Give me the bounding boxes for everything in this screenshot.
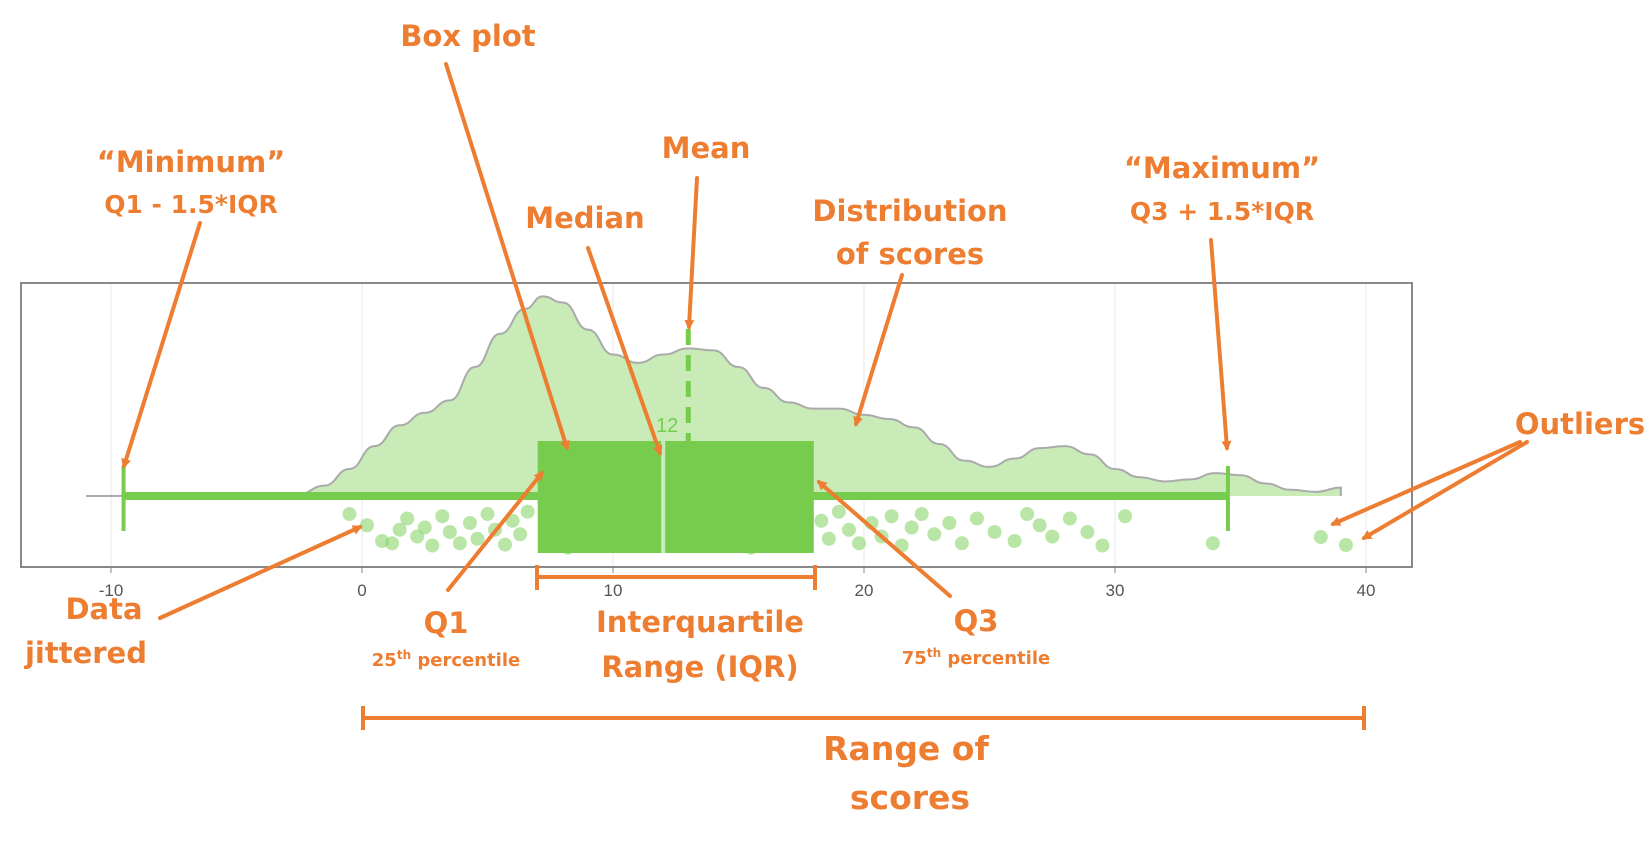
jitter-point (954, 536, 969, 551)
outlier-point (1313, 530, 1328, 544)
data-jittered-line1: Data (65, 592, 142, 626)
outliers-label: Outliers (1515, 407, 1645, 441)
jitter-point (505, 513, 520, 528)
jitter-point (462, 516, 477, 530)
maximum-title: “Maximum” (1124, 151, 1320, 185)
jitter-point (821, 531, 836, 546)
jitter-point (480, 507, 495, 521)
jitter-point (1062, 511, 1077, 526)
grid-lines (110, 284, 1367, 566)
jitter-point (1118, 509, 1133, 524)
tick-label: 30 (1106, 581, 1125, 600)
jitter-point (1007, 534, 1022, 548)
outlier-point (1338, 538, 1353, 552)
density-outline (85, 295, 1342, 497)
jitter-point (1032, 518, 1047, 533)
jitter-point (987, 525, 1002, 539)
maximum-arrow (1209, 238, 1232, 451)
jitter-point (360, 518, 375, 533)
jitter-point (851, 536, 866, 551)
jitter-point (904, 520, 919, 535)
jitter-point (442, 525, 457, 539)
range-bracket (361, 706, 1366, 730)
jitter-point (884, 509, 899, 524)
jitter-point (400, 511, 415, 526)
outliers-arrow-2 (1361, 440, 1529, 540)
jitter-point (470, 531, 485, 546)
jitter-point (927, 527, 942, 542)
jitter-point (452, 536, 467, 551)
jitter-arrow (158, 525, 363, 620)
density-area (85, 296, 1341, 496)
jitter-point (1080, 525, 1095, 539)
iqr-bracket (535, 565, 817, 590)
jitter-point (513, 527, 528, 542)
range-label-line2: scores (850, 778, 970, 817)
jitter-point (417, 520, 432, 535)
density-layer (85, 295, 1342, 497)
q3-arrow (816, 480, 952, 598)
q3-percentile: 75th percentile (902, 646, 1050, 669)
outliers-arrow-1 (1330, 440, 1522, 526)
tick-label: 20 (855, 581, 874, 600)
mean-arrow (684, 176, 699, 330)
jitter-point (942, 516, 957, 530)
maximum-formula: Q3 + 1.5*IQR (1130, 197, 1314, 226)
median-arrow (586, 246, 663, 456)
jitter-point (1020, 507, 1035, 521)
jitter-point (520, 504, 535, 519)
q3-label: Q3 (954, 604, 999, 638)
distribution-label-line2: of scores (836, 237, 984, 271)
mean-label: Mean (662, 131, 751, 165)
minimum-title: “Minimum” (97, 145, 286, 179)
tick-label: 0 (357, 581, 366, 600)
tick-label: 40 (1357, 581, 1376, 600)
jitter-point (1205, 536, 1220, 551)
iqr-label-line2: Range (IQR) (601, 650, 798, 684)
jitter-point (435, 509, 450, 524)
jitter-point (841, 522, 856, 537)
distribution-arrow (853, 273, 904, 427)
minimum-arrow (121, 221, 202, 469)
box-layer: 12 (121, 329, 1230, 553)
minimum-formula: Q1 - 1.5*IQR (104, 190, 278, 219)
tick-label: -10 (99, 581, 124, 600)
jitter-point (385, 536, 400, 551)
box-plot-label: Box plot (400, 19, 535, 53)
median-value-label: 12 (656, 415, 678, 437)
iqr-box (537, 441, 814, 553)
data-jittered-line2: jittered (24, 636, 147, 670)
range-label-line1: Range of (823, 729, 989, 768)
q1-percentile: 25th percentile (372, 648, 520, 671)
jitter-point (425, 538, 440, 553)
median-label: Median (525, 201, 644, 235)
jitter-point (1095, 538, 1110, 553)
jitter-point (814, 513, 829, 528)
jitter-point (498, 537, 513, 552)
annotation-arrows (121, 62, 1529, 620)
jitter-point (1045, 529, 1060, 544)
distribution-label-line1: Distribution (812, 194, 1007, 228)
x-axis-ticks: -10 0 10 20 30 40 (99, 567, 1376, 600)
box-plot-arrow (444, 62, 570, 451)
q1-label: Q1 (424, 606, 469, 640)
jitter-point (392, 522, 407, 537)
jitter-point (969, 511, 984, 526)
jitter-point (914, 507, 929, 521)
jitter-point (342, 507, 357, 521)
q1-arrow (446, 470, 544, 592)
jitter-point (831, 504, 846, 519)
tick-label: 10 (604, 581, 623, 600)
iqr-label-line1: Interquartile (596, 605, 804, 639)
